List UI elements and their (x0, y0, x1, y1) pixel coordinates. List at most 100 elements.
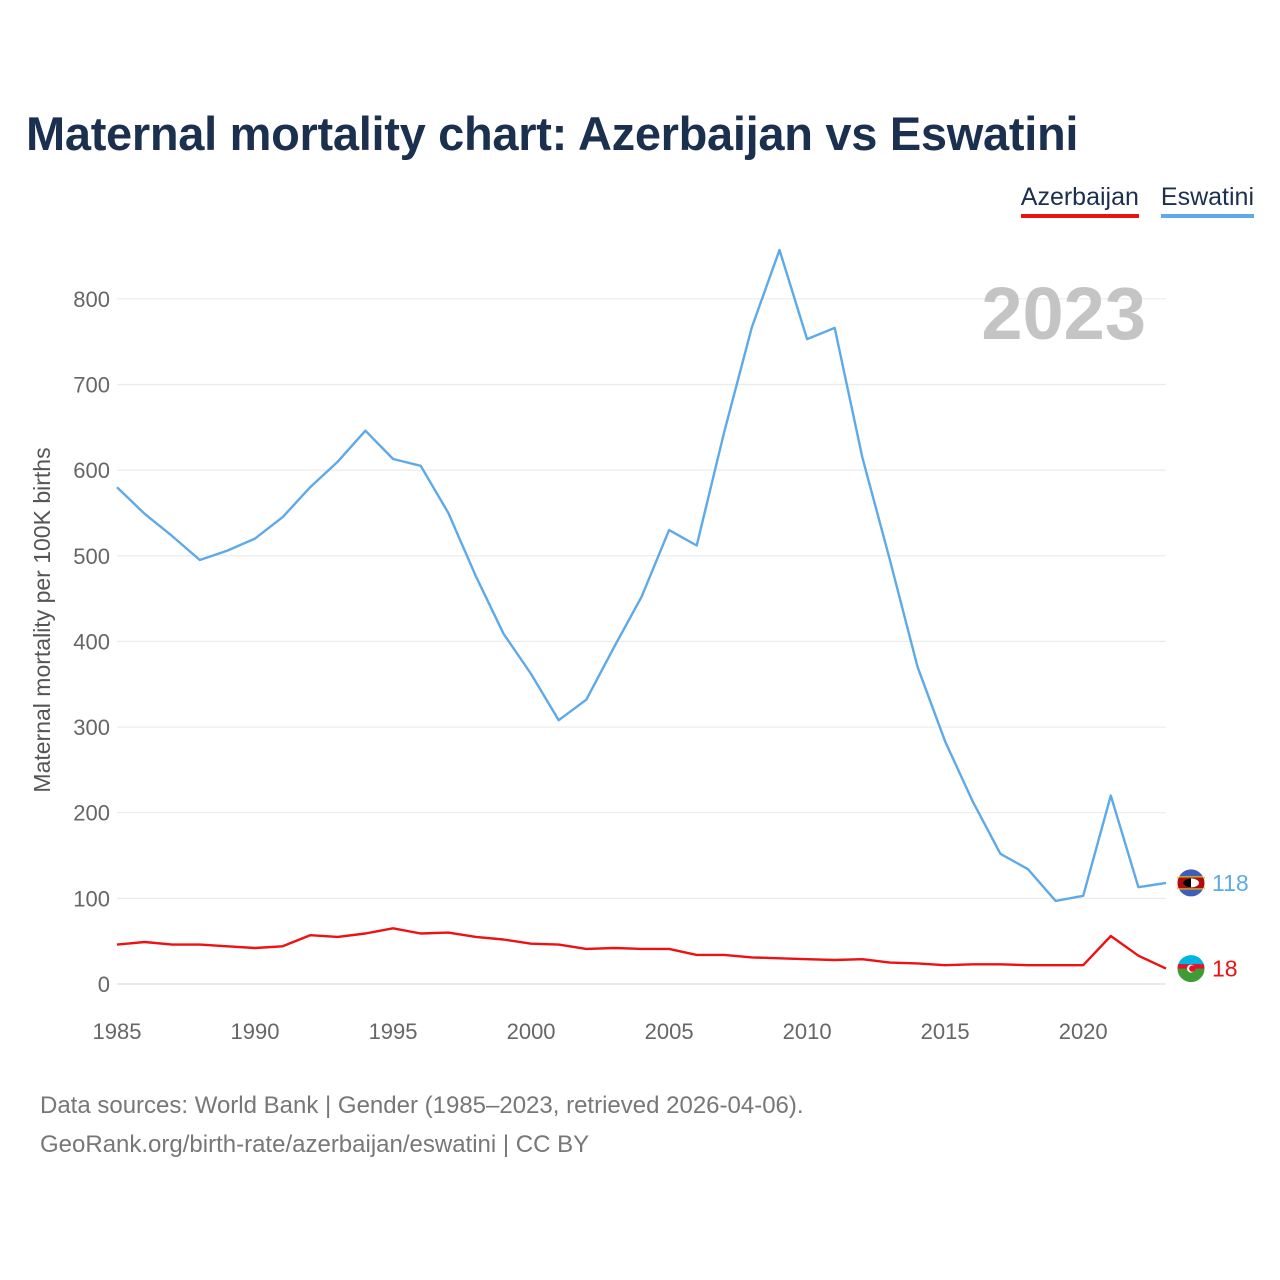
data-point-azerbaijan-1995 (391, 926, 395, 930)
y-tick-500: 500 (73, 544, 110, 569)
data-point-azerbaijan-1988 (198, 943, 202, 947)
data-point-eswatini-2005 (667, 528, 671, 532)
data-point-azerbaijan-1991 (281, 944, 285, 948)
y-axis-label: Maternal mortality per 100K births (29, 447, 55, 792)
end-value-eswatini: 118 (1212, 870, 1249, 896)
data-point-azerbaijan-1998 (474, 935, 478, 939)
x-tick-2015: 2015 (921, 1019, 970, 1044)
data-point-eswatini-1999 (502, 632, 506, 636)
data-point-eswatini-2009 (778, 248, 782, 252)
legend-label-eswatini: Eswatini (1160, 183, 1254, 211)
data-point-azerbaijan-2021 (1109, 934, 1113, 938)
data-point-azerbaijan-1992 (308, 933, 312, 937)
x-tick-1985: 1985 (93, 1019, 142, 1044)
data-point-eswatini-1986 (143, 512, 147, 516)
data-point-azerbaijan-2004 (640, 947, 644, 951)
series-lines (115, 248, 1168, 970)
x-tick-2010: 2010 (783, 1019, 832, 1044)
data-point-eswatini-2022 (1136, 885, 1140, 889)
data-point-eswatini-2001 (557, 718, 561, 722)
data-point-eswatini-2012 (860, 455, 864, 459)
data-point-eswatini-2003 (612, 645, 616, 649)
legend-swatch-azerbaijan (1020, 214, 1139, 218)
data-point-eswatini-2021 (1109, 794, 1113, 798)
y-tick-800: 800 (73, 287, 110, 312)
year-watermark: 2023 (981, 272, 1146, 355)
footer: Data sources: World Bank | Gender (1985–… (40, 1086, 804, 1164)
y-tick-200: 200 (73, 801, 110, 826)
data-point-eswatini-1994 (363, 429, 367, 433)
data-point-azerbaijan-1999 (502, 938, 506, 942)
y-tick-400: 400 (73, 629, 110, 654)
flag-eswatini-shield-dark (1183, 878, 1191, 888)
data-point-eswatini-1992 (308, 485, 312, 489)
data-point-azerbaijan-2016 (971, 962, 975, 966)
data-point-eswatini-2010 (805, 337, 809, 341)
data-point-eswatini-2017 (998, 852, 1002, 856)
data-point-azerbaijan-2006 (695, 953, 699, 957)
y-tick-700: 700 (73, 372, 110, 397)
data-point-azerbaijan-1996 (419, 932, 423, 936)
data-point-eswatini-1995 (391, 457, 395, 461)
series-line-eswatini (116, 248, 1167, 903)
footer-attribution[interactable]: GeoRank.org/birth-rate/azerbaijan/eswati… (40, 1131, 590, 1158)
legend-item-eswatini[interactable]: Eswatini (1160, 182, 1254, 218)
flag-eswatini (1176, 868, 1206, 898)
data-point-eswatini-2000 (529, 672, 533, 676)
x-tick-2005: 2005 (645, 1019, 694, 1044)
data-point-eswatini-2008 (750, 325, 754, 329)
data-point-eswatini-1990 (253, 537, 257, 541)
legend: Azerbaijan Eswatini (1020, 182, 1254, 218)
flag-azerbaijan (1176, 954, 1206, 984)
data-point-azerbaijan-2012 (860, 957, 864, 961)
data-point-eswatini-1997 (446, 511, 450, 515)
data-point-azerbaijan-2020 (1081, 963, 1085, 967)
data-point-eswatini-2019 (1054, 899, 1058, 903)
data-point-eswatini-1996 (419, 464, 423, 468)
data-point-eswatini-2014 (916, 665, 920, 669)
data-point-azerbaijan-2003 (612, 946, 616, 950)
data-point-eswatini-1985 (115, 485, 119, 489)
y-tick-600: 600 (73, 458, 110, 483)
data-point-azerbaijan-2008 (750, 955, 754, 959)
data-point-eswatini-2016 (971, 800, 975, 804)
data-point-eswatini-2006 (695, 544, 699, 548)
data-point-eswatini-2018 (1026, 867, 1030, 871)
data-point-eswatini-2004 (640, 595, 644, 599)
data-point-azerbaijan-2014 (916, 961, 920, 965)
data-point-eswatini-1998 (474, 574, 478, 578)
data-point-azerbaijan-2015 (943, 963, 947, 967)
data-point-azerbaijan-2022 (1136, 954, 1140, 958)
data-point-eswatini-2023 (1164, 881, 1168, 885)
legend-label-azerbaijan: Azerbaijan (1020, 183, 1139, 211)
data-point-azerbaijan-2011 (833, 958, 837, 962)
data-point-eswatini-1989 (225, 549, 229, 553)
footer-sources: Data sources: World Bank | Gender (1985–… (40, 1092, 804, 1119)
data-point-azerbaijan-1986 (143, 940, 147, 944)
data-point-azerbaijan-2000 (529, 942, 533, 946)
data-point-azerbaijan-2019 (1054, 963, 1058, 967)
data-point-azerbaijan-1987 (170, 943, 174, 947)
data-point-azerbaijan-2018 (1026, 963, 1030, 967)
flag-azerbaijan-stripe-blue (1177, 954, 1205, 965)
data-point-azerbaijan-2007 (722, 953, 726, 957)
data-point-azerbaijan-1993 (336, 935, 340, 939)
data-point-azerbaijan-2005 (667, 947, 671, 951)
legend-swatch-eswatini (1160, 214, 1254, 218)
gridlines (117, 298, 1166, 985)
data-point-azerbaijan-1994 (363, 932, 367, 936)
data-point-eswatini-2011 (833, 326, 837, 330)
legend-item-azerbaijan[interactable]: Azerbaijan (1020, 182, 1139, 218)
series-line-azerbaijan (116, 927, 1167, 970)
flag-eswatini-ring (1176, 868, 1206, 898)
flag-azerbaijan-crescent-cut (1189, 965, 1196, 972)
data-point-azerbaijan-2017 (998, 962, 1002, 966)
data-point-eswatini-2013 (888, 558, 892, 562)
x-tick-2020: 2020 (1059, 1019, 1108, 1044)
data-point-eswatini-1991 (281, 515, 285, 519)
y-tick-300: 300 (73, 715, 110, 740)
data-point-eswatini-1987 (170, 534, 174, 538)
data-point-azerbaijan-1990 (253, 946, 257, 950)
x-tick-1995: 1995 (369, 1019, 418, 1044)
